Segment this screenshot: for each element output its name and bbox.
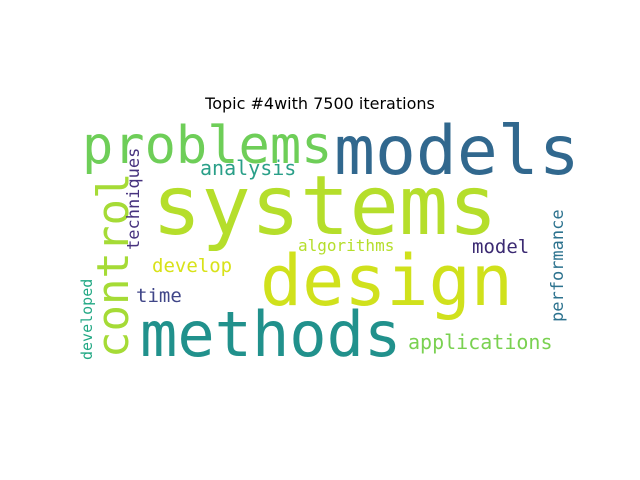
word-methods: methods xyxy=(140,298,402,371)
word-develop: develop xyxy=(152,255,233,277)
word-analysis: analysis xyxy=(200,156,297,180)
word-time: time xyxy=(136,285,182,307)
chart-title: Topic #4with 7500 iterations xyxy=(205,94,435,113)
word-models: models xyxy=(334,112,580,191)
word-systems: systems xyxy=(152,159,498,254)
word-model: model xyxy=(472,236,530,258)
word-developed: developed xyxy=(78,278,96,360)
word-cloud: systems models design methods problems c… xyxy=(78,116,580,371)
word-applications: applications xyxy=(408,330,553,354)
word-techniques: techniques xyxy=(124,147,144,250)
word-problems: problems xyxy=(82,116,333,176)
word-algorithms: algorithms xyxy=(298,236,395,255)
word-design: design xyxy=(260,240,513,322)
word-performance: performance xyxy=(548,209,568,322)
